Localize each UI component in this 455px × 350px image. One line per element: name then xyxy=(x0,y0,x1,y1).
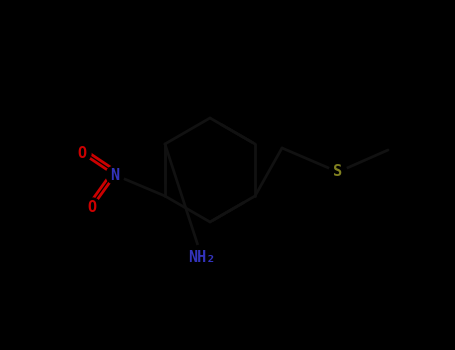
Text: NH₂: NH₂ xyxy=(188,251,216,266)
Circle shape xyxy=(189,245,215,271)
Circle shape xyxy=(73,144,91,162)
Circle shape xyxy=(106,166,124,184)
Circle shape xyxy=(329,163,347,181)
Text: O: O xyxy=(77,146,86,161)
Text: O: O xyxy=(87,199,96,215)
Text: N: N xyxy=(111,168,120,182)
Text: S: S xyxy=(334,164,343,180)
Circle shape xyxy=(83,198,101,216)
